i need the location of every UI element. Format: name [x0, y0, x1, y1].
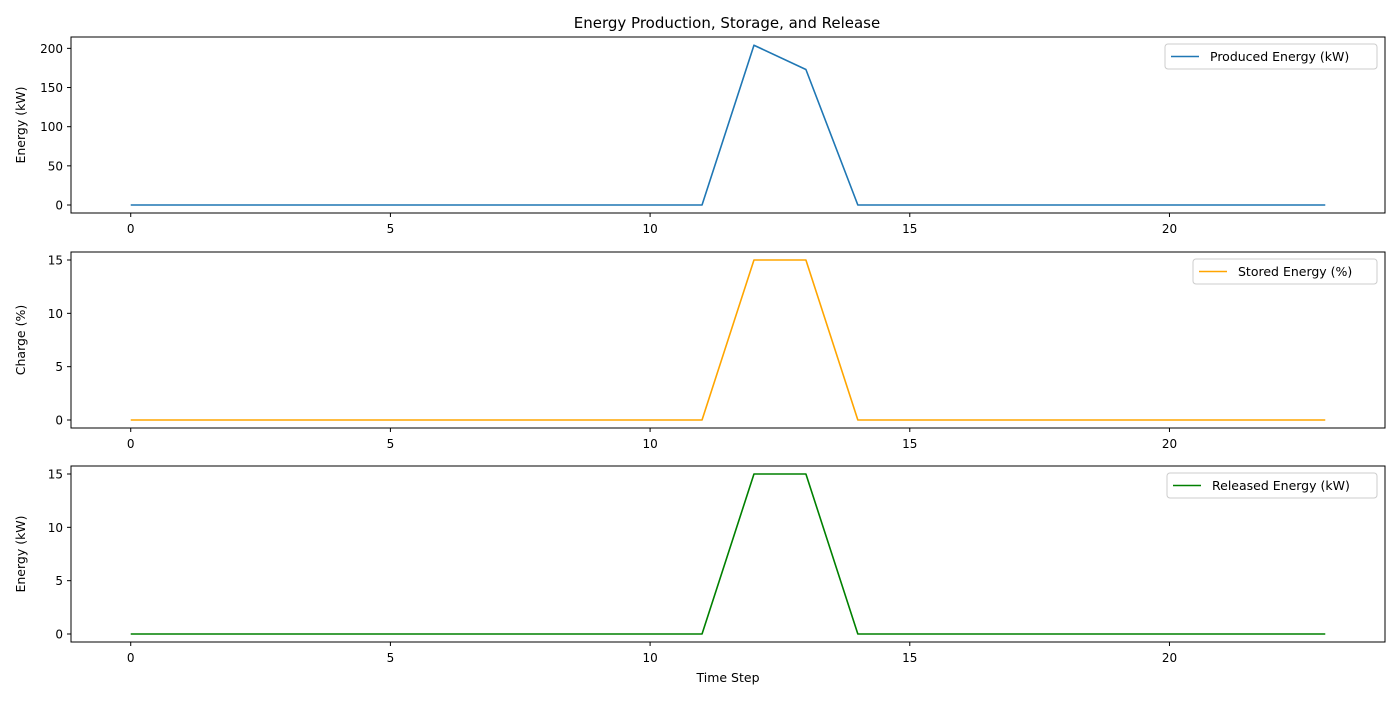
legend: Released Energy (kW) — [1166, 472, 1378, 499]
y-tick-label: 0 — [55, 199, 63, 213]
x-tick-label: 20 — [1162, 651, 1177, 665]
x-axis-label: Time Step — [695, 670, 759, 685]
x-tick-label: 20 — [1162, 437, 1177, 451]
y-axis-label: Charge (%) — [13, 305, 28, 375]
y-axis-label: Energy (kW) — [13, 515, 28, 592]
x-tick-label: 10 — [642, 437, 657, 451]
x-tick-label: 10 — [642, 651, 657, 665]
x-tick-label: 5 — [387, 222, 395, 236]
y-tick-label: 15 — [48, 254, 63, 268]
x-tick-label: 0 — [127, 437, 135, 451]
series-line-3-1 — [130, 473, 1326, 635]
subplot-3: 0 5 10 15 20 0 5 10 15 Energy (kW) Time Step Releas… — [13, 465, 1386, 685]
legend-label: Stored Energy (%) — [1238, 264, 1352, 279]
y-tick-label: 15 — [48, 468, 63, 482]
y-tick-label: 50 — [48, 159, 63, 173]
x-tick-label: 5 — [387, 437, 395, 451]
x-tick-label: 10 — [642, 222, 657, 236]
legend: Produced Energy (kW) — [1164, 43, 1378, 70]
x-tick-label: 15 — [902, 651, 917, 665]
y-tick-label: 5 — [55, 574, 63, 588]
y-tick-label: 5 — [55, 360, 63, 374]
chart-title: Energy Production, Storage, and Release — [574, 14, 880, 32]
legend-box — [1164, 43, 1378, 70]
x-tick-label: 5 — [387, 651, 395, 665]
series-line-2-1 — [130, 259, 1326, 421]
legend-box — [1166, 472, 1378, 499]
axes-frame — [70, 36, 1386, 214]
y-tick-label: 10 — [48, 307, 63, 321]
x-tick-label: 0 — [127, 222, 135, 236]
x-tick-label: 15 — [902, 222, 917, 236]
x-tick-label: 15 — [902, 437, 917, 451]
subplot-2: 0 5 10 15 20 0 5 10 15 Charge (%) Stored Energy (%… — [13, 251, 1386, 451]
x-tick-label: 20 — [1162, 222, 1177, 236]
axes-frame — [70, 251, 1386, 429]
y-tick-label: 150 — [40, 81, 63, 95]
y-tick-label: 0 — [55, 628, 63, 642]
y-tick-label: 0 — [55, 414, 63, 428]
x-tick-label: 0 — [127, 651, 135, 665]
y-tick-label: 10 — [48, 521, 63, 535]
y-tick-label: 200 — [40, 42, 63, 56]
legend: Stored Energy (%) — [1192, 258, 1378, 285]
axes-frame — [70, 465, 1386, 643]
y-tick-label: 100 — [40, 120, 63, 134]
series-line-1-1 — [130, 44, 1326, 206]
legend-label: Produced Energy (kW) — [1210, 49, 1349, 64]
legend-label: Released Energy (kW) — [1212, 478, 1350, 493]
legend-box — [1192, 258, 1378, 285]
y-axis-label: Energy (kW) — [13, 86, 28, 163]
